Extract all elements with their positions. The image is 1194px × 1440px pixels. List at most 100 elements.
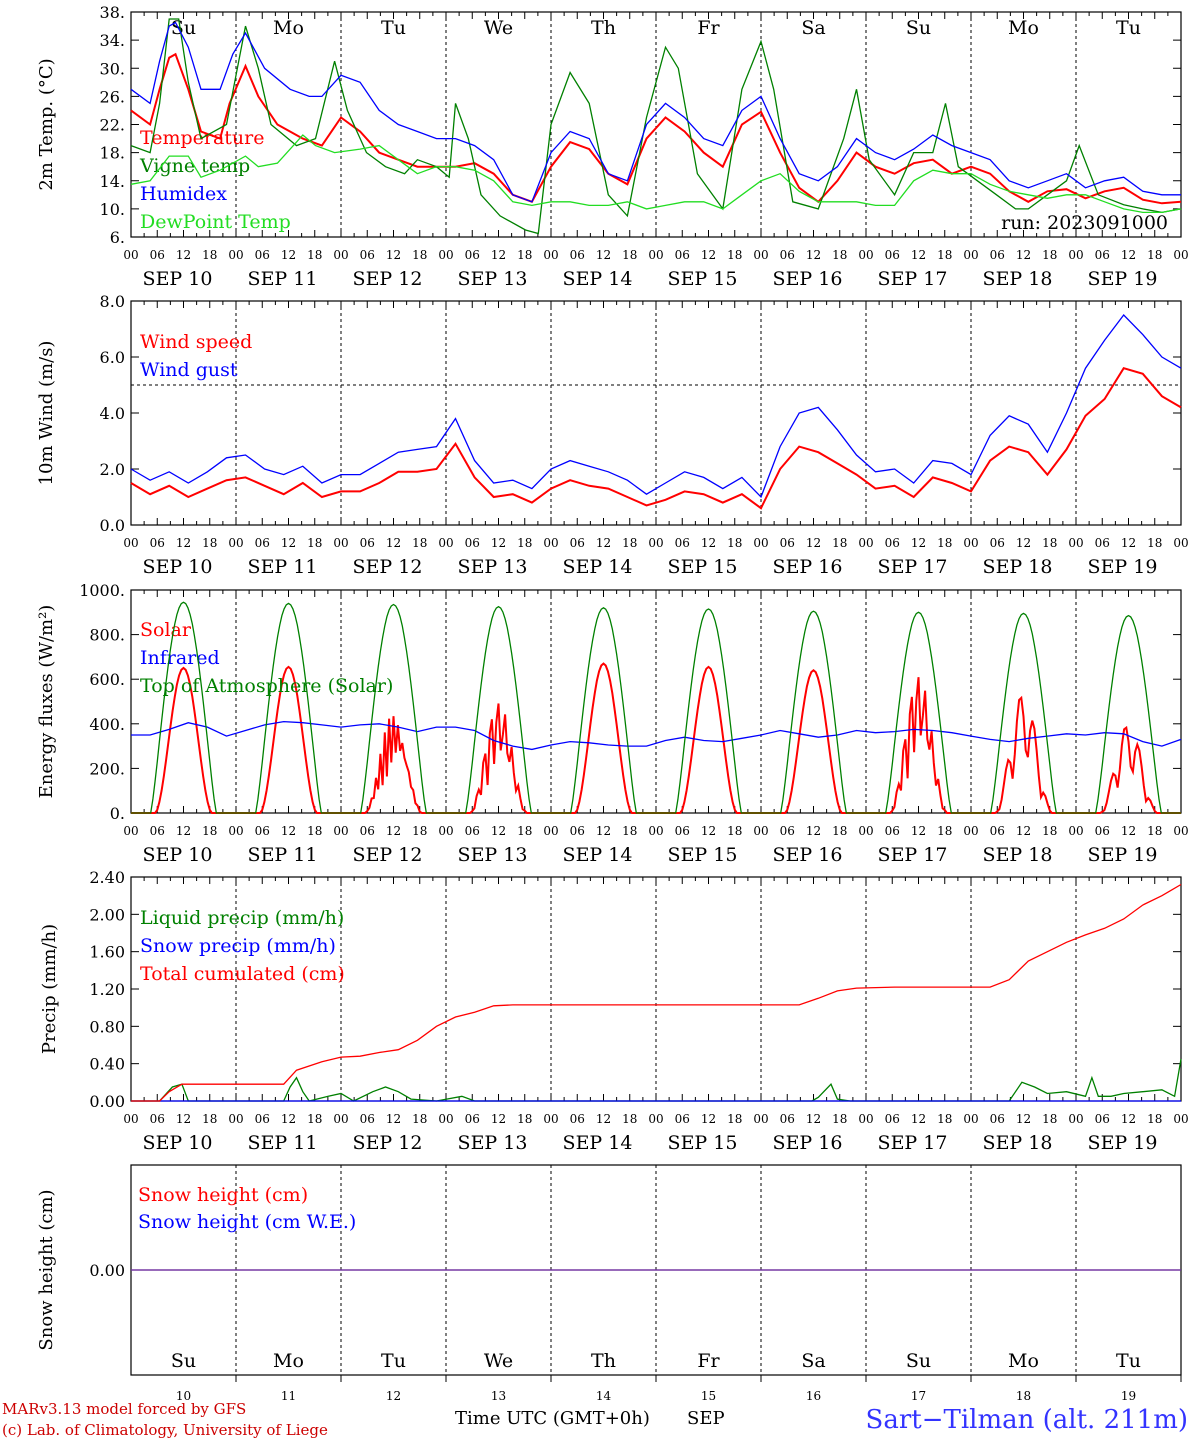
weekday-label: Su [171,17,196,39]
hour-tick-label: 18 [1147,1112,1162,1126]
y-tick-label: 6.0 [100,348,125,367]
hour-tick-label: 06 [675,248,690,262]
legend-entry: Snow height (cm W.E.) [138,1211,356,1233]
hour-tick-label: 00 [333,536,348,550]
hour-tick-label: 06 [780,1112,795,1126]
hour-tick-label: 12 [281,824,296,838]
hour-tick-label: 06 [255,1112,270,1126]
y-tick-label: 2.0 [100,460,125,479]
date-label: SEP 18 [983,268,1053,290]
weekday-label: Mo [273,17,304,39]
weekday-label: Mo [1008,17,1039,39]
y-tick-label: 400. [89,715,125,734]
date-label: SEP 19 [1088,268,1158,290]
date-label: SEP 16 [773,844,843,866]
weekday-label: Su [171,1350,196,1372]
hour-tick-label: 18 [412,536,427,550]
hour-tick-label: 00 [858,248,873,262]
hour-tick-label: 06 [465,248,480,262]
hour-tick-label: 06 [885,536,900,550]
hour-tick-label: 06 [1095,824,1110,838]
hour-tick-label: 06 [885,824,900,838]
hour-tick-label: 18 [937,824,952,838]
date-label: SEP 11 [248,844,318,866]
hour-tick-label: 18 [412,248,427,262]
y-tick-label: 6. [110,228,125,247]
hour-tick-label: 18 [307,824,322,838]
hour-tick-label: 18 [832,248,847,262]
date-label: SEP 19 [1088,844,1158,866]
date-label: SEP 19 [1088,556,1158,578]
hour-tick-label: 18 [307,248,322,262]
day-number-label: 11 [281,1389,296,1403]
hour-tick-label: 00 [648,824,663,838]
hour-tick-label: 18 [202,824,217,838]
hour-tick-label: 18 [727,824,742,838]
hour-tick-label: 06 [150,824,165,838]
hour-tick-label: 18 [832,1112,847,1126]
hour-tick-label: 12 [491,824,506,838]
date-label: SEP 13 [458,556,528,578]
hour-tick-label: 06 [465,1112,480,1126]
hour-tick-label: 12 [1016,1112,1031,1126]
hour-tick-label: 06 [360,824,375,838]
date-label: SEP 12 [353,268,423,290]
date-label: SEP 14 [563,844,633,866]
day-number-label: 17 [911,1389,926,1403]
hour-tick-label: 18 [1042,1112,1057,1126]
month-label: SEP [687,1408,725,1429]
hour-tick-label: 18 [517,1112,532,1126]
hour-tick-label: 00 [753,1112,768,1126]
hour-tick-label: 12 [911,248,926,262]
hour-tick-label: 12 [1121,1112,1136,1126]
hour-tick-label: 18 [1147,248,1162,262]
y-tick-label: 30. [100,59,125,78]
day-number-label: 10 [176,1389,191,1403]
hour-tick-label: 06 [780,536,795,550]
hour-tick-label: 12 [386,248,401,262]
hour-tick-label: 00 [228,1112,243,1126]
hour-tick-label: 18 [727,1112,742,1126]
hour-tick-label: 00 [123,536,138,550]
hour-tick-label: 06 [885,248,900,262]
hour-tick-label: 12 [596,824,611,838]
hour-tick-label: 06 [1095,536,1110,550]
hour-tick-label: 12 [386,1112,401,1126]
hour-tick-label: 06 [570,1112,585,1126]
y-tick-label: 8.0 [100,292,125,311]
date-label: SEP 17 [878,844,948,866]
hour-tick-label: 18 [1042,536,1057,550]
hour-tick-label: 06 [570,824,585,838]
hour-tick-label: 12 [1016,824,1031,838]
hour-tick-label: 00 [543,536,558,550]
legend-entry: Solar [140,619,192,641]
date-label: SEP 13 [458,1132,528,1154]
hour-tick-label: 06 [570,536,585,550]
y-tick-label: 1.60 [89,943,125,962]
y-tick-label: 2.40 [89,868,125,887]
hour-tick-label: 06 [675,824,690,838]
station-label: Sart−Tilman (alt. 211m) [866,1405,1188,1435]
hour-tick-label: 00 [1173,1112,1188,1126]
hour-tick-label: 18 [412,824,427,838]
hour-tick-label: 00 [438,824,453,838]
hour-tick-label: 00 [333,1112,348,1126]
day-number-label: 14 [596,1389,612,1403]
hour-tick-label: 12 [491,1112,506,1126]
hour-tick-label: 00 [123,248,138,262]
day-number-label: 18 [1016,1389,1031,1403]
hour-tick-label: 06 [780,248,795,262]
hour-tick-label: 00 [1173,824,1188,838]
run-label: run: 2023091000 [1001,212,1168,234]
weekday-label: Tu [1116,17,1141,39]
date-label: SEP 16 [773,268,843,290]
date-label: SEP 11 [248,268,318,290]
date-label: SEP 14 [563,1132,633,1154]
hour-tick-label: 12 [596,248,611,262]
hour-tick-label: 12 [911,536,926,550]
series-line-total-cumulated-cm- [131,883,1182,1102]
hour-tick-label: 06 [570,248,585,262]
hour-tick-label: 06 [990,1112,1005,1126]
hour-tick-label: 18 [1147,536,1162,550]
